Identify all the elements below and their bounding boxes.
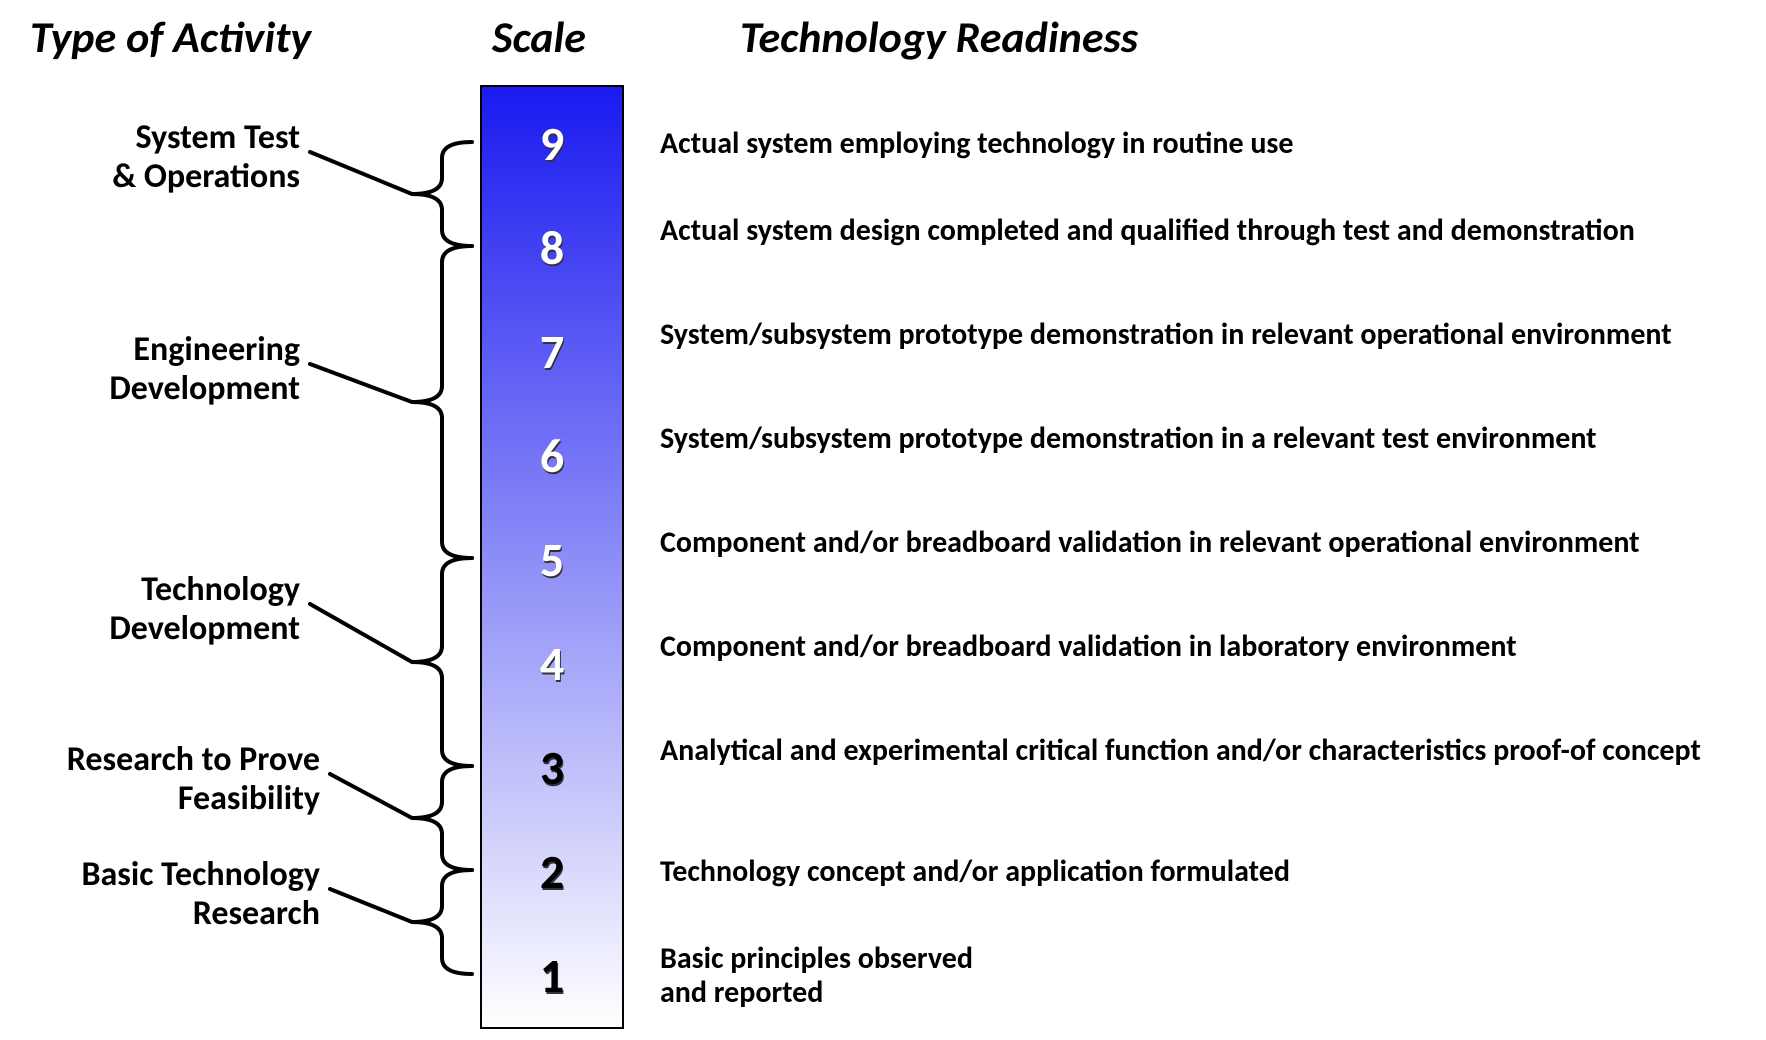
readiness-desc-7: System/subsystem prototype demonstration… [660,318,1756,353]
readiness-desc-9: Actual system employing technology in ro… [660,127,1756,162]
header-activity: Type of Activity [30,10,311,64]
scale-number-6: 66 [482,426,622,485]
activity-connector-2 [306,600,416,666]
scale-number-3: 33 [482,738,622,797]
header-scale: Scale [492,10,586,64]
trl-diagram: Type of Activity Scale Technology Readin… [0,0,1766,1040]
activity-connector-3 [326,770,416,822]
scale-number-7: 77 [482,322,622,381]
scale-number-2: 22 [482,842,622,901]
readiness-desc-1: Basic principles observedand reported [660,942,1756,1011]
activity-connector-0 [306,148,416,198]
readiness-desc-2: Technology concept and/or application fo… [660,855,1756,890]
scale-number-5: 55 [482,530,622,589]
readiness-desc-4: Component and/or breadboard validation i… [660,630,1756,665]
activity-label-3: Research to ProveFeasibility [10,740,320,818]
readiness-desc-6: System/subsystem prototype demonstration… [660,422,1756,457]
scale-number-8: 88 [482,218,622,277]
activity-label-0: System Test& Operations [10,118,300,196]
scale-column: 99 88 77 66 55 44 33 22 11 [480,85,624,1029]
scale-number-1: 11 [482,946,622,1005]
readiness-desc-5: Component and/or breadboard validation i… [660,526,1756,561]
header-readiness: Technology Readiness [740,10,1138,64]
scale-number-4: 44 [482,634,622,693]
scale-number-9: 99 [482,114,622,173]
activity-connector-1 [306,360,416,406]
activity-label-1: EngineeringDevelopment [10,330,300,408]
readiness-desc-3: Analytical and experimental critical fun… [660,734,1756,769]
readiness-desc-8: Actual system design completed and quali… [660,214,1756,249]
activity-connector-4 [326,885,416,926]
activity-label-2: TechnologyDevelopment [10,570,300,648]
activity-label-4: Basic TechnologyResearch [10,855,320,933]
